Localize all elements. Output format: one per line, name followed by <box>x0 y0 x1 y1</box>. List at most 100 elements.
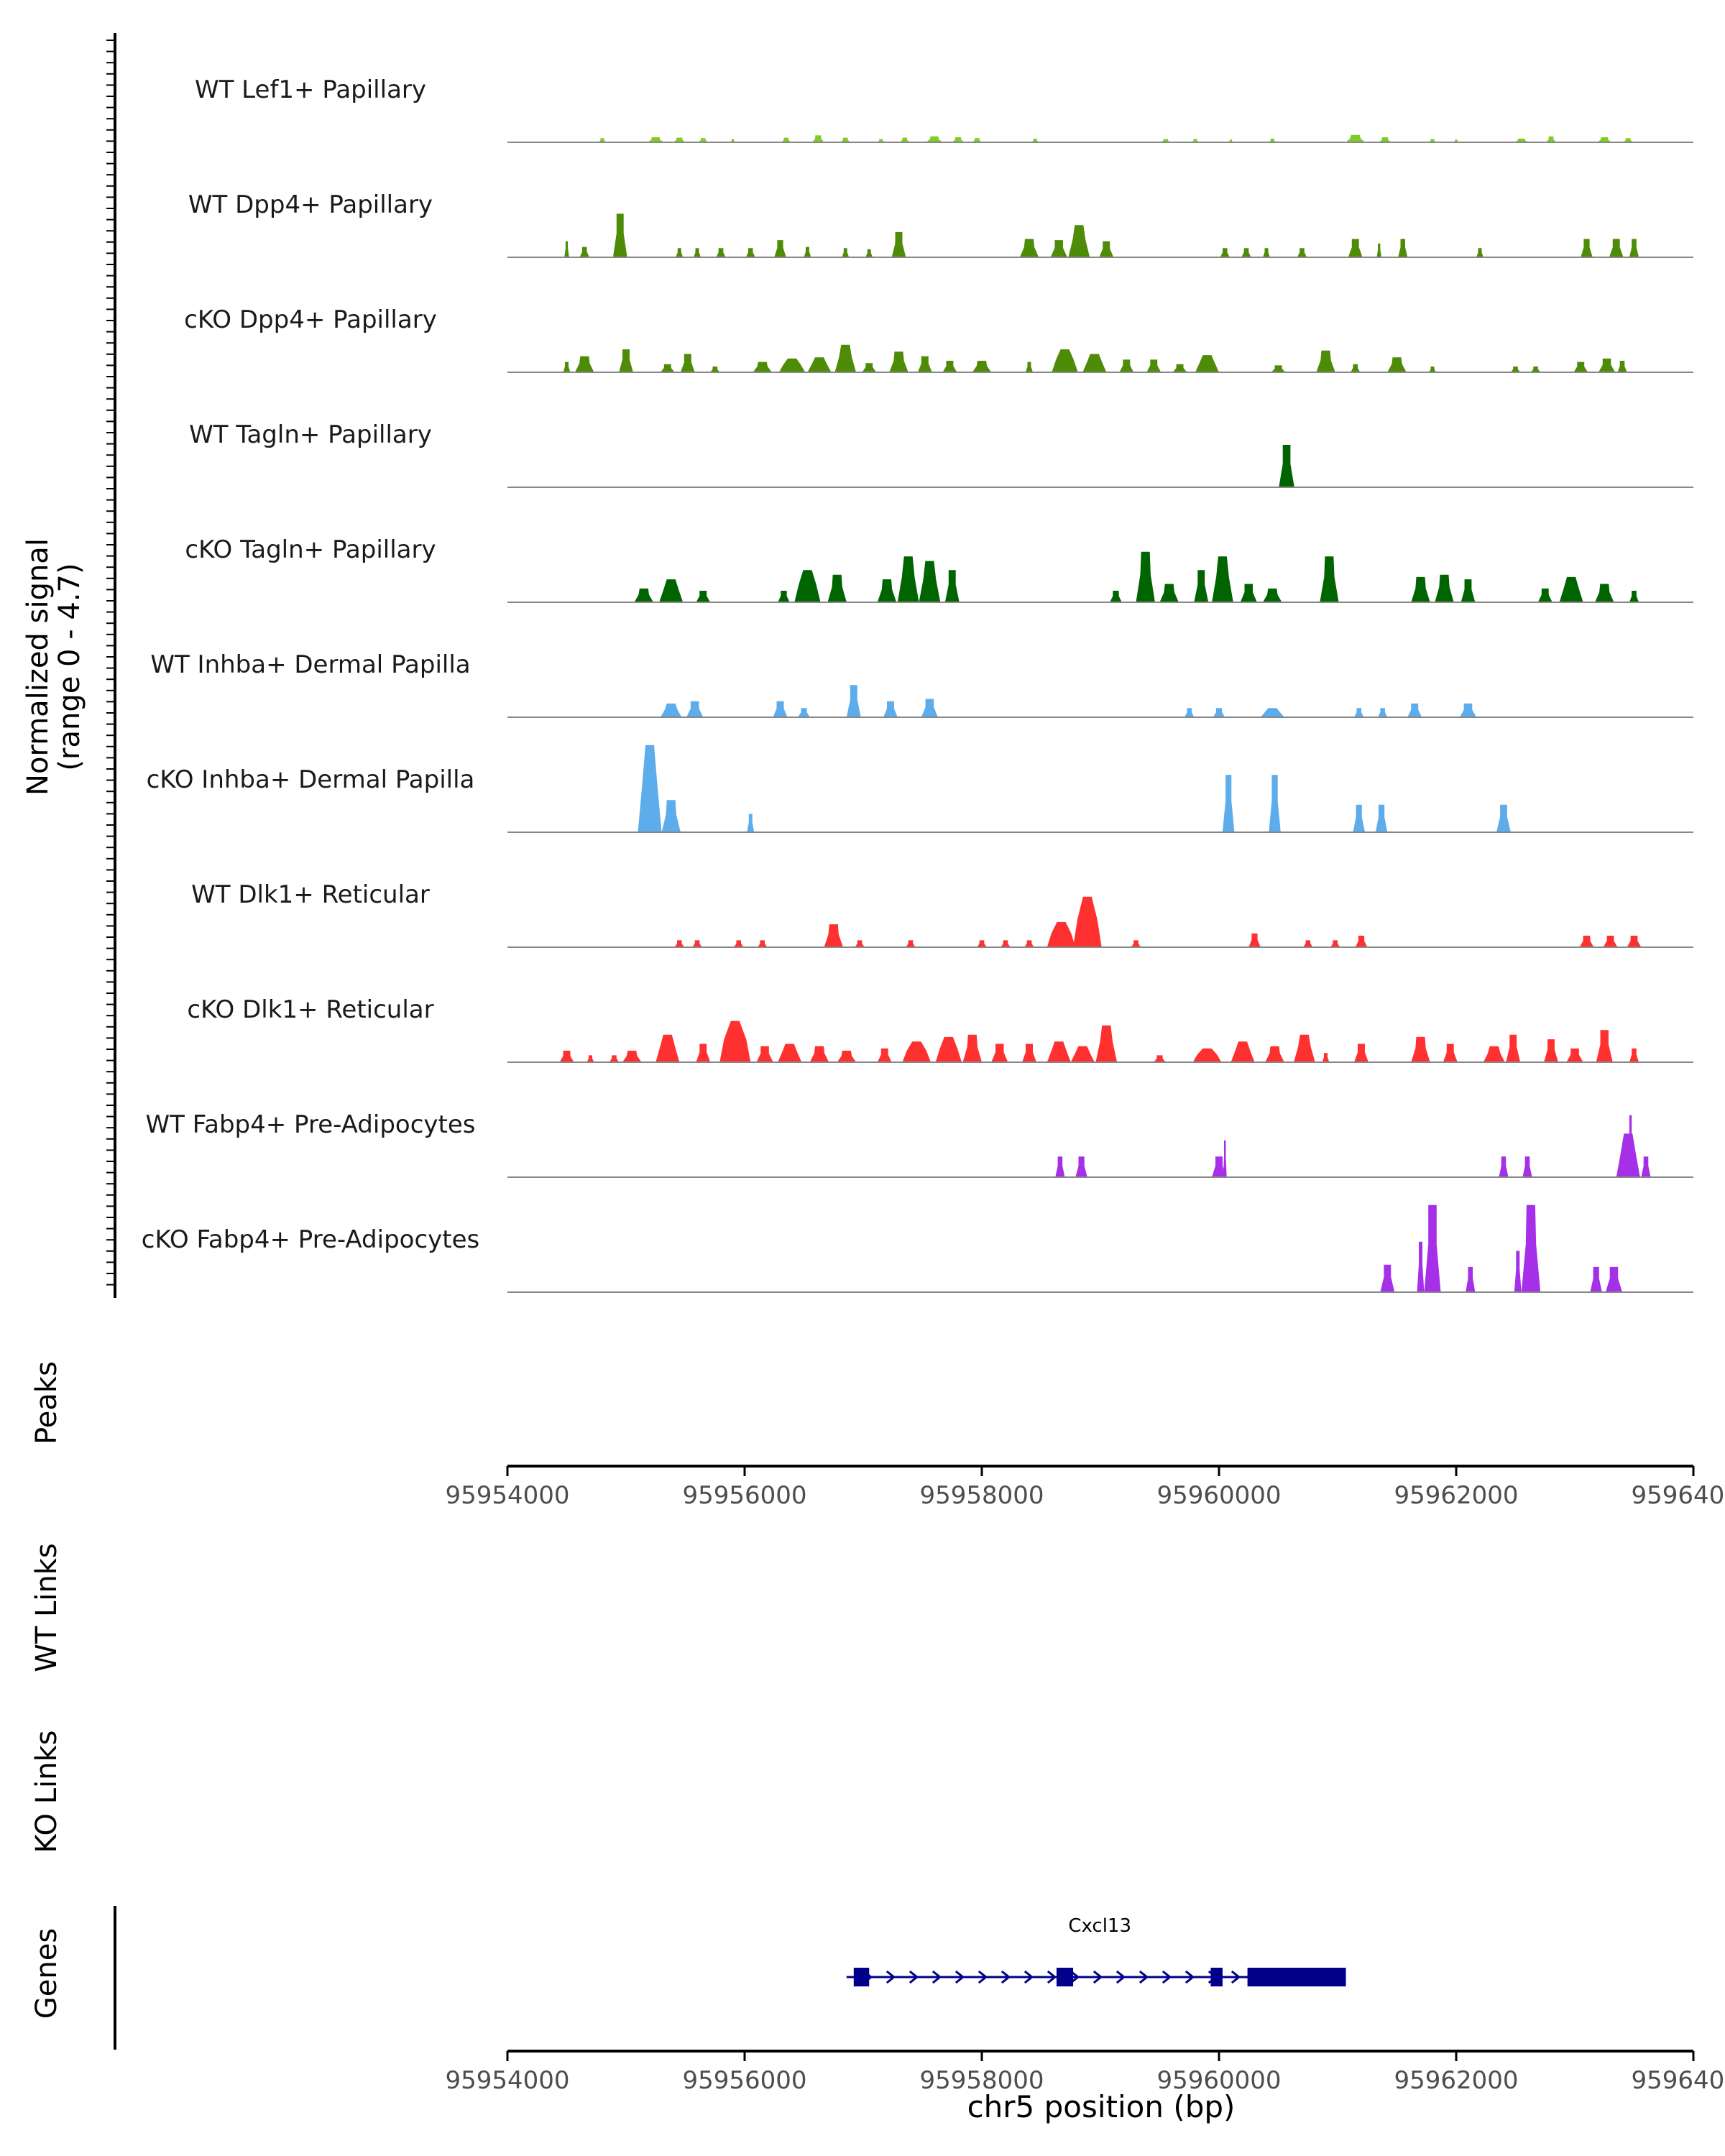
coverage-peak <box>563 361 571 372</box>
coverage-peak <box>977 940 987 947</box>
signal-axis-title: Normalized signal <box>22 538 55 796</box>
coverage-peak <box>1322 1053 1330 1062</box>
coverage-peak <box>686 701 704 717</box>
coverage-peak <box>962 1034 982 1062</box>
coverage-peak <box>917 356 932 372</box>
coverage-peak <box>1546 136 1556 142</box>
coverage-peak <box>1351 364 1361 372</box>
track-label: cKO Dlk1+ Reticular <box>187 995 433 1024</box>
coverage-peak <box>1068 225 1090 257</box>
coverage-peak <box>745 248 755 257</box>
coverage-peak <box>1346 134 1365 142</box>
coverage-peak <box>778 591 790 602</box>
coverage-peak <box>1354 708 1364 717</box>
coverage-peak <box>1476 248 1484 257</box>
track: cKO Dlk1+ Reticular <box>187 995 1693 1063</box>
gene-exon <box>1247 1968 1346 1986</box>
coverage-peak <box>1411 576 1430 602</box>
coverage-peak <box>1566 1048 1583 1062</box>
coverage-peak <box>1146 359 1162 372</box>
coverage-peak <box>1514 138 1529 142</box>
signal-axis-range: (range 0 - 4.7) <box>53 563 86 770</box>
coverage-peak <box>1429 367 1436 372</box>
coverage-peak <box>804 247 811 257</box>
coverage-peak <box>798 708 810 717</box>
strand-arrow <box>1184 1970 1195 1984</box>
coverage-peak <box>1070 1046 1095 1062</box>
coverage-peak <box>865 249 873 257</box>
coverage-peak <box>1398 239 1408 257</box>
coverage-peak <box>579 247 589 257</box>
coverage-peak <box>1496 804 1511 832</box>
coverage-peak <box>1411 1036 1430 1062</box>
x-tick-label: 95964000 <box>1631 1481 1725 1510</box>
panel-label: Genes <box>30 1928 63 2019</box>
coverage-peak <box>1407 703 1422 717</box>
coverage-peak <box>1024 940 1034 947</box>
strand-arrow <box>978 1970 988 1984</box>
coverage-peak <box>1629 239 1639 257</box>
coverage-peak <box>609 1055 620 1062</box>
coverage-peak <box>1052 349 1078 372</box>
coverage-peak <box>862 363 877 372</box>
coverage-peak <box>1510 367 1521 372</box>
coverage-peak <box>747 814 755 832</box>
coverage-peak <box>1082 354 1107 372</box>
coverage-peak <box>1271 365 1286 372</box>
coverage-peak <box>1046 1041 1071 1062</box>
signal-axis <box>106 33 116 1298</box>
coverage-peak <box>794 570 821 602</box>
panel-label: Peaks <box>30 1361 63 1445</box>
coverage-peak <box>599 138 606 142</box>
coverage-peak <box>1353 804 1365 832</box>
x-tick-label: 95960000 <box>1156 2066 1281 2095</box>
panel-label: KO Links <box>30 1731 63 1853</box>
coverage-peak <box>586 1055 594 1062</box>
coverage-peak <box>1110 591 1122 602</box>
coverage-peak <box>1354 1044 1368 1062</box>
coverage-peak <box>1609 239 1624 257</box>
coverage-peak <box>1248 933 1261 947</box>
coverage-peak <box>1387 357 1407 372</box>
gene-exon <box>1056 1968 1074 1986</box>
coverage-peak <box>634 588 653 602</box>
coverage-peak <box>1265 1046 1284 1062</box>
coverage-peak <box>1537 588 1552 602</box>
track-label: cKO Inhba+ Dermal Papilla <box>147 765 475 794</box>
coverage-peak <box>1195 355 1219 372</box>
coverage-peak <box>1230 1041 1255 1062</box>
coverage-peak <box>619 349 633 372</box>
coverage-peak <box>1629 591 1639 602</box>
coverage-peak <box>734 940 744 947</box>
x-tick-label: 95960000 <box>1156 1481 1281 1510</box>
coverage-peak <box>730 139 735 142</box>
coverage-peak <box>1192 1048 1222 1062</box>
coverage-peak <box>1460 579 1476 602</box>
strand-arrow <box>1000 1970 1011 1984</box>
coverage-peak <box>972 361 992 372</box>
side-panels: Peaks WT Links KO Links Genes <box>30 1361 116 2050</box>
coverage-peak <box>753 361 772 372</box>
coverage-peak <box>659 579 684 602</box>
coverage-peak <box>1055 1156 1065 1177</box>
panel-label: WT Links <box>30 1543 63 1672</box>
coverage-peak <box>1424 1204 1441 1292</box>
track-label: cKO Fabp4+ Pre-Adipocytes <box>142 1225 480 1254</box>
coverage-peak <box>1212 1156 1226 1177</box>
coverage-peak <box>1320 556 1339 602</box>
coverage-peak <box>1466 1266 1476 1292</box>
coverage-peak <box>1595 584 1614 602</box>
coverage-peak <box>1031 138 1039 142</box>
coverage-peak <box>807 357 832 372</box>
coverage-peak <box>1241 248 1251 257</box>
coverage-peak <box>564 241 569 257</box>
coverage-peak <box>1380 1264 1395 1292</box>
coverage-peak <box>638 745 662 832</box>
coverage-peak <box>773 701 788 717</box>
x-tick-label: 95964000 <box>1631 2066 1725 2095</box>
coverage-peak <box>1159 584 1179 602</box>
coverage-peak <box>1046 921 1076 947</box>
coverage-peak <box>1075 1156 1087 1177</box>
coverage-peak <box>842 248 850 257</box>
coverage-peak <box>1330 940 1340 947</box>
